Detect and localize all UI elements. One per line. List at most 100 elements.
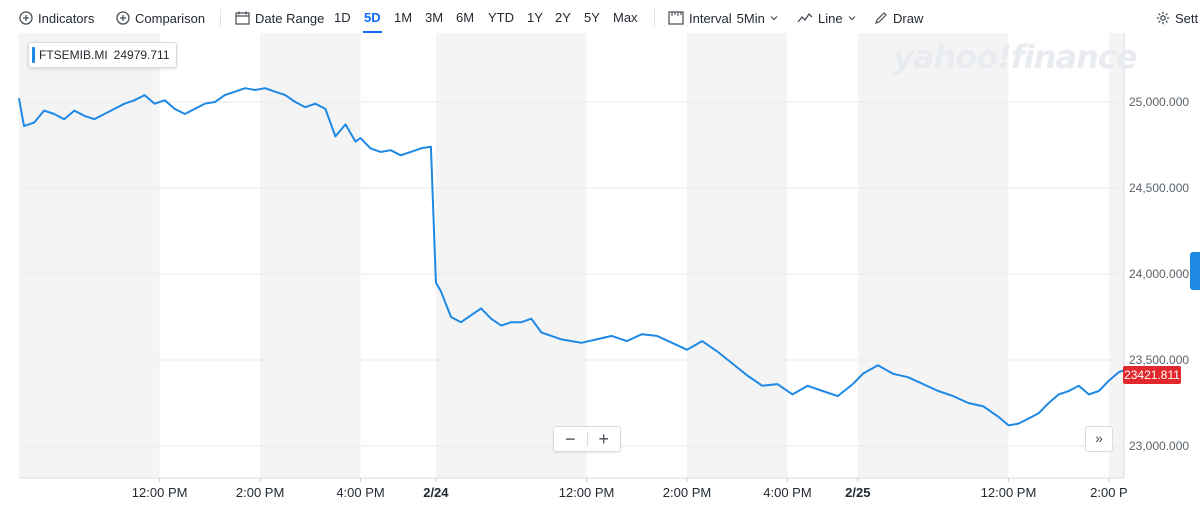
scroll-to-latest-button[interactable]: »: [1085, 426, 1113, 452]
session-band: [857, 33, 1009, 478]
data-point: [852, 383, 854, 385]
data-point: [214, 101, 216, 103]
zoom-out-button[interactable]: −: [564, 429, 576, 449]
data-point: [952, 395, 954, 397]
data-point: [761, 385, 763, 387]
data-point: [304, 106, 306, 108]
data-point: [430, 146, 432, 148]
zoom-controls: − +: [553, 426, 621, 452]
draw-label: Draw: [893, 10, 924, 26]
date-range-button[interactable]: Date Range: [235, 0, 324, 36]
toolbar-divider: [654, 9, 655, 27]
current-price-tag: 23421.811: [1123, 366, 1181, 384]
legend-symbol: FTSEMIB.MI: [39, 48, 108, 62]
session-band: [19, 33, 160, 478]
data-point: [133, 99, 136, 101]
series-legend[interactable]: FTSEMIB.MI 24979.711: [28, 42, 177, 68]
settings-button[interactable]: Sett: [1156, 0, 1198, 36]
data-point: [806, 385, 809, 387]
session-band: [1108, 33, 1124, 478]
data-point: [892, 373, 894, 375]
data-point: [686, 349, 688, 351]
side-panel-tab[interactable]: [1190, 252, 1200, 290]
range-1y[interactable]: 1Y: [527, 10, 543, 25]
data-point: [626, 340, 628, 342]
data-point: [440, 290, 442, 292]
range-2y[interactable]: 2Y: [555, 10, 571, 25]
data-point: [560, 338, 563, 340]
range-1m[interactable]: 1M: [394, 10, 413, 25]
data-point: [641, 333, 643, 335]
data-point: [1048, 402, 1050, 404]
data-point: [460, 321, 462, 323]
chart-toolbar: Indicators Comparison Date Range 1D 5D 1…: [0, 0, 1200, 36]
data-point: [500, 325, 502, 327]
data-point: [63, 118, 65, 120]
data-point: [369, 147, 372, 150]
chevron-down-icon: [770, 16, 778, 21]
interval-value: 5Min: [736, 10, 765, 26]
x-tick-label: 2:00 P: [1090, 485, 1128, 500]
data-point: [359, 137, 362, 139]
data-point: [154, 103, 156, 105]
x-tick-label: 12:00 PM: [559, 485, 615, 500]
indicators-button[interactable]: Indicators: [19, 0, 94, 36]
data-point: [450, 316, 452, 318]
data-point: [420, 147, 422, 150]
data-point: [254, 89, 256, 91]
indicators-label: Indicators: [38, 10, 95, 26]
data-point: [580, 342, 583, 344]
chart-type-button[interactable]: Line: [797, 0, 856, 36]
data-point: [982, 405, 984, 408]
range-ytd[interactable]: YTD: [488, 10, 514, 25]
data-point: [73, 110, 75, 112]
data-point: [314, 103, 316, 105]
data-point: [33, 122, 35, 124]
data-point: [570, 340, 573, 342]
line-chart-icon: [797, 12, 813, 23]
settings-label: Sett: [1175, 10, 1199, 26]
data-point: [1068, 390, 1070, 392]
y-tick-label: 23,500.000: [1129, 353, 1189, 367]
comparison-button[interactable]: Comparison: [116, 0, 205, 36]
data-point: [776, 383, 779, 385]
zoom-in-button[interactable]: +: [598, 429, 609, 449]
data-point: [164, 99, 166, 101]
data-point: [716, 350, 718, 352]
session-band: [687, 33, 788, 478]
data-point: [746, 374, 748, 377]
data-point: [194, 108, 196, 110]
chevron-down-icon: [848, 16, 856, 21]
data-point: [354, 140, 357, 143]
x-tick-label: 12:00 PM: [132, 485, 188, 500]
range-max[interactable]: Max: [613, 10, 638, 25]
data-point: [997, 416, 1000, 418]
data-point: [967, 402, 969, 404]
pencil-icon: [875, 12, 887, 24]
range-6m[interactable]: 6M: [456, 10, 475, 25]
draw-button[interactable]: Draw: [874, 0, 923, 36]
interval-label: Interval: [689, 10, 732, 26]
data-point: [1017, 423, 1020, 425]
data-point: [656, 335, 658, 337]
range-5d[interactable]: 5D: [363, 0, 382, 36]
data-point: [791, 393, 794, 395]
data-point: [435, 282, 437, 284]
range-1d[interactable]: 1D: [334, 10, 351, 25]
range-5y[interactable]: 5Y: [584, 10, 600, 25]
data-point: [862, 373, 864, 375]
session-band: [435, 33, 587, 478]
data-point: [671, 342, 673, 344]
data-point: [53, 113, 55, 115]
toolbar-divider: [220, 9, 221, 27]
data-point: [184, 113, 186, 115]
data-point: [143, 94, 146, 96]
data-point: [83, 115, 85, 117]
interval-button[interactable]: Interval 5Min: [668, 0, 778, 36]
yahoo-finance-watermark: yahoo!finance: [893, 38, 1138, 76]
data-point: [123, 103, 126, 105]
data-point: [103, 113, 105, 115]
range-3m[interactable]: 3M: [425, 10, 444, 25]
x-tick-label: 2:00 PM: [663, 485, 711, 500]
